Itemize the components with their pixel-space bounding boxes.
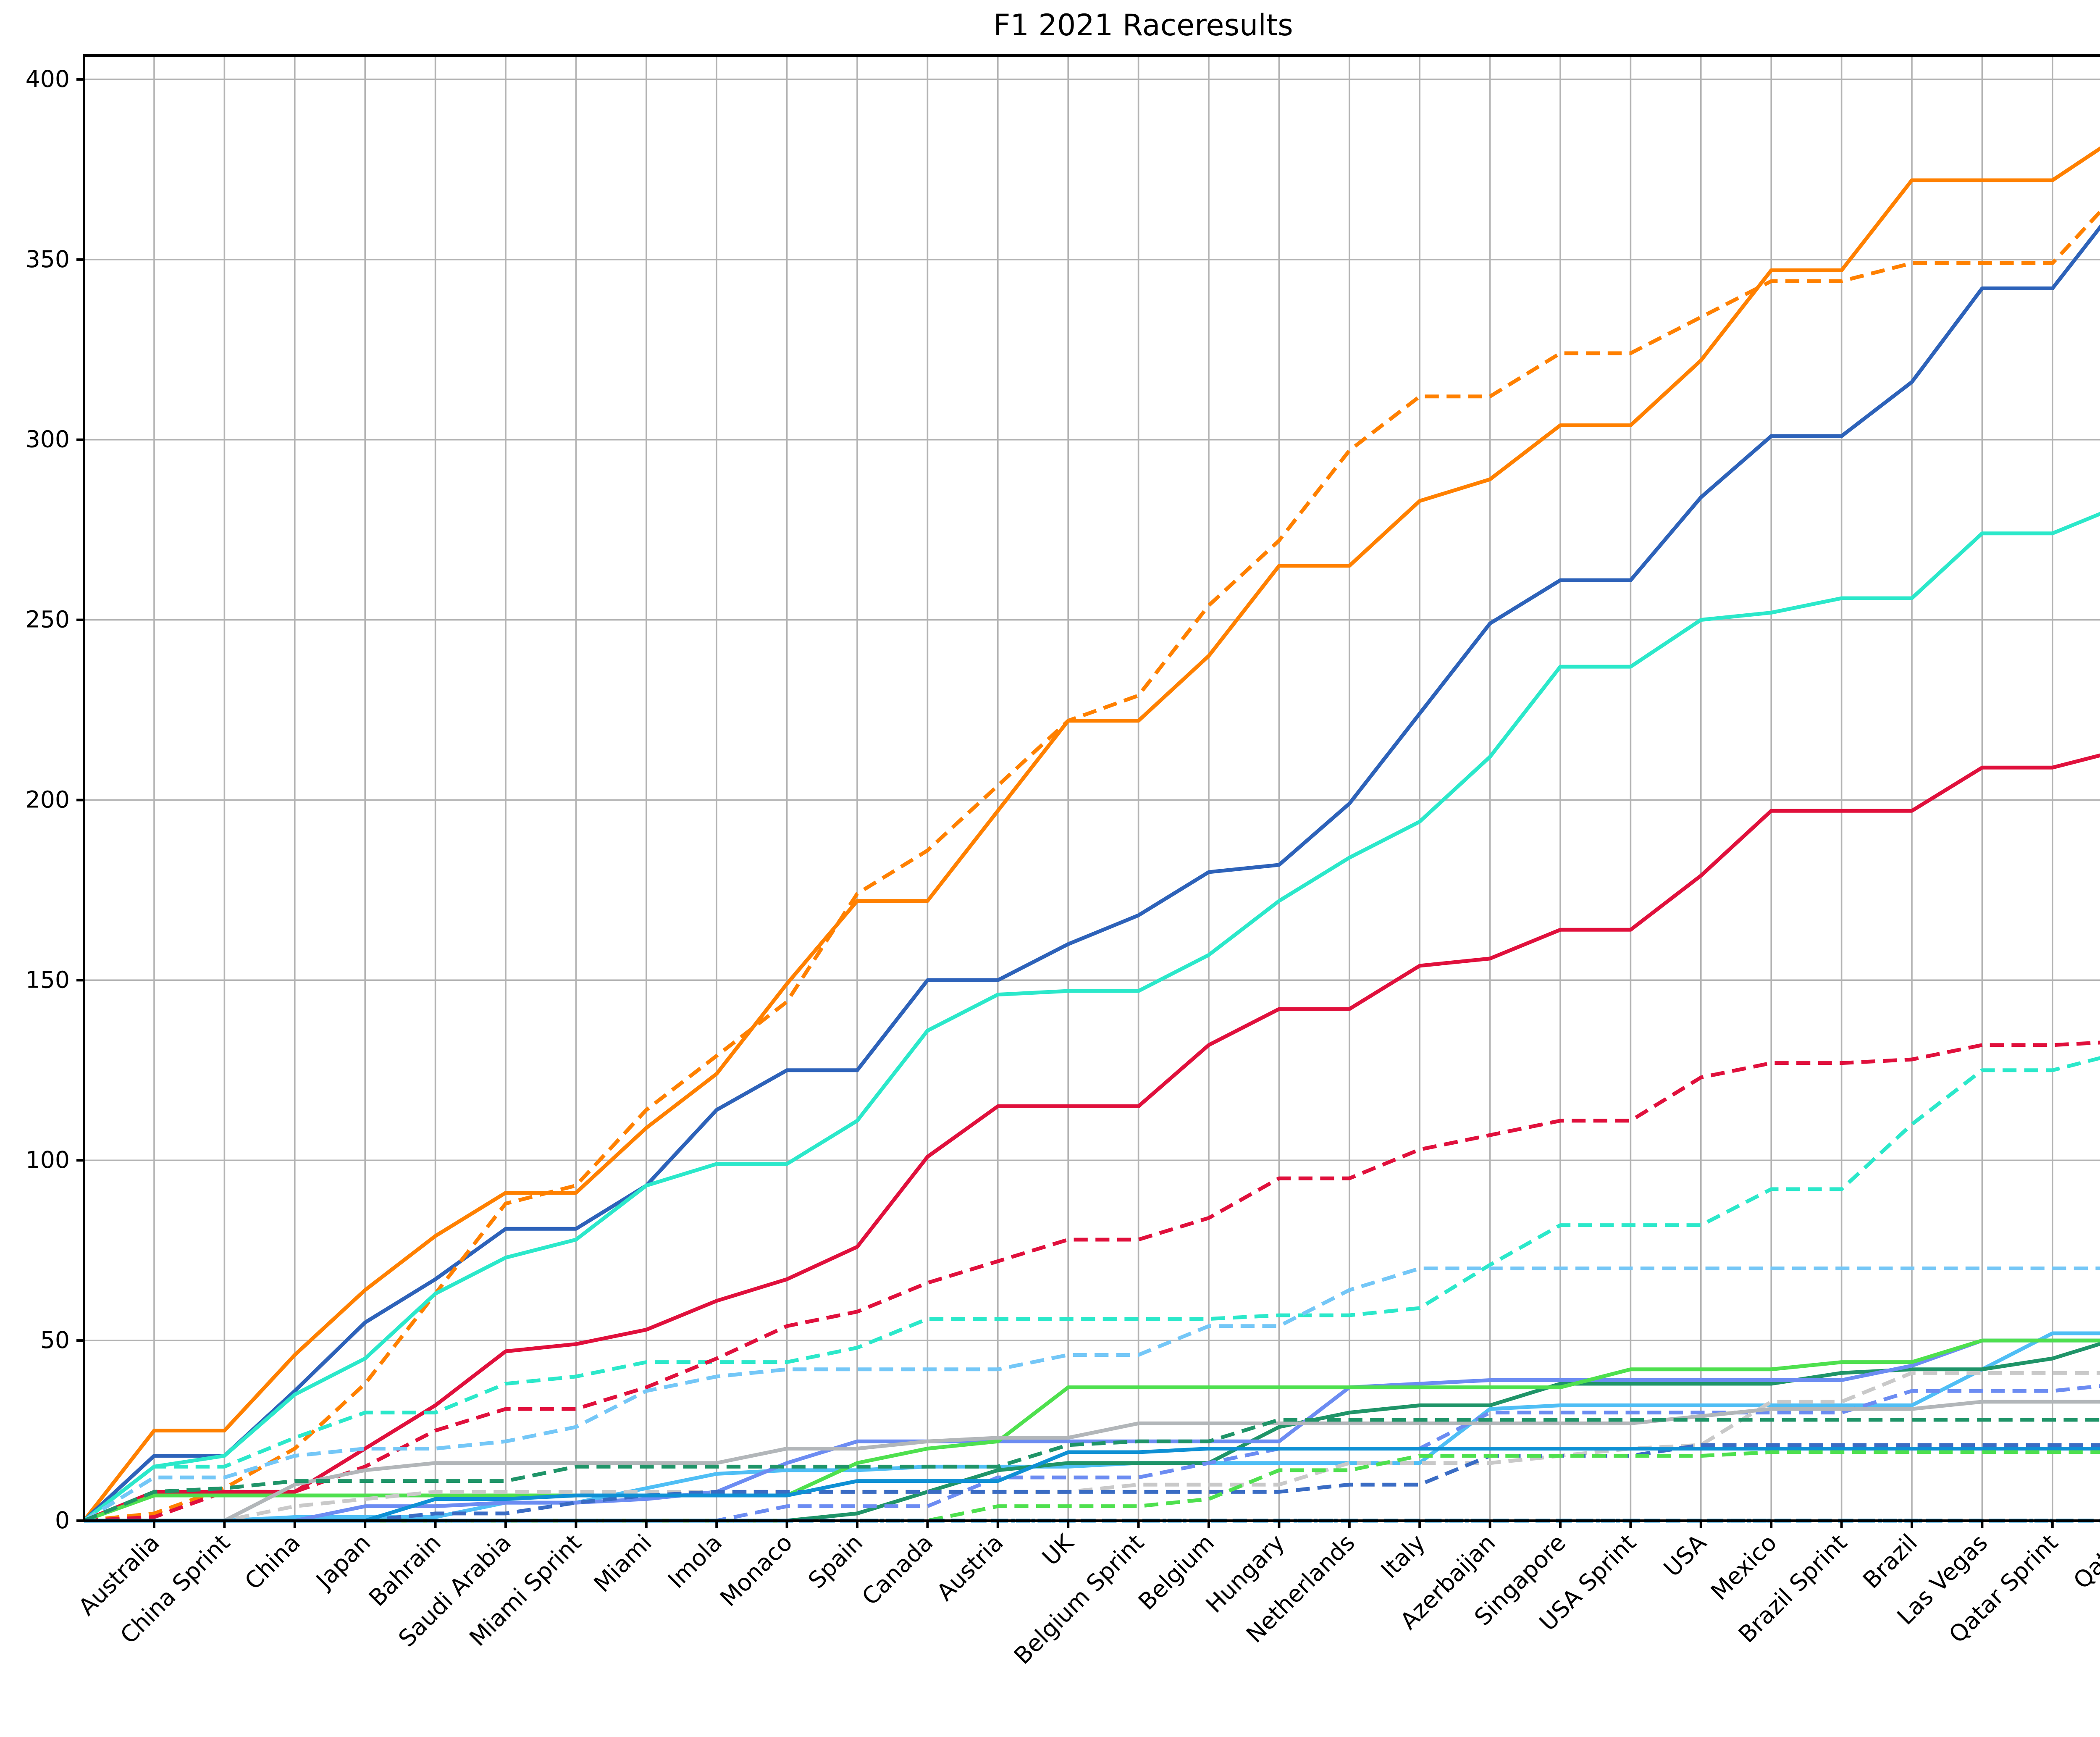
series-line-Oco	[84, 1400, 2100, 1523]
y-tick-label: 300	[26, 426, 70, 453]
series-line-Gas	[84, 1446, 2100, 1523]
series-line-Alb	[83, 1267, 2100, 1522]
y-tick-label: 200	[26, 786, 70, 813]
series-line-Hül	[83, 1338, 2100, 1523]
x-tick-label: Imola	[663, 1529, 727, 1594]
x-tick-label: Qatar	[2068, 1529, 2100, 1594]
series-line-Bea	[84, 1371, 2100, 1523]
x-tick-label: Spain	[803, 1529, 868, 1594]
y-tick-label: 350	[26, 246, 70, 273]
x-tick-label: Japan	[310, 1529, 376, 1595]
y-tick-label: 100	[26, 1147, 70, 1174]
x-tick-label: Italy	[1376, 1529, 1431, 1584]
series-line-Ant	[83, 1056, 2100, 1522]
series-line-Ver	[82, 224, 2100, 1522]
y-tick-label: 0	[55, 1507, 70, 1534]
x-tick-label: Miami	[589, 1529, 657, 1598]
x-tick-label: China	[240, 1529, 306, 1595]
series-line-Rus	[83, 512, 2100, 1522]
series-line-Ham	[84, 1041, 2100, 1523]
x-tick-label: Monaco	[715, 1529, 798, 1612]
x-tick-label: Canada	[857, 1529, 939, 1611]
y-tick-label: 50	[40, 1327, 70, 1354]
chart-title: F1 2021 Raceresults	[993, 10, 1293, 44]
series-line-Lec	[83, 753, 2100, 1523]
plot-border	[83, 54, 2100, 1522]
x-tick-label: USA	[1659, 1529, 1712, 1582]
series-line-Str	[83, 1418, 2100, 1523]
x-tick-label: UK	[1037, 1529, 1080, 1571]
x-tick-label: Belgium Sprint	[1009, 1529, 1149, 1670]
y-tick-label: 400	[26, 66, 70, 93]
x-tick-label: Brazil	[1858, 1529, 1923, 1594]
series-line-Tsu	[84, 1443, 2100, 1523]
y-tick-label: 150	[26, 967, 70, 993]
y-tick-label: 250	[26, 607, 70, 633]
x-tick-label: Austria	[932, 1529, 1009, 1606]
series-line-Nor	[82, 146, 2100, 1522]
